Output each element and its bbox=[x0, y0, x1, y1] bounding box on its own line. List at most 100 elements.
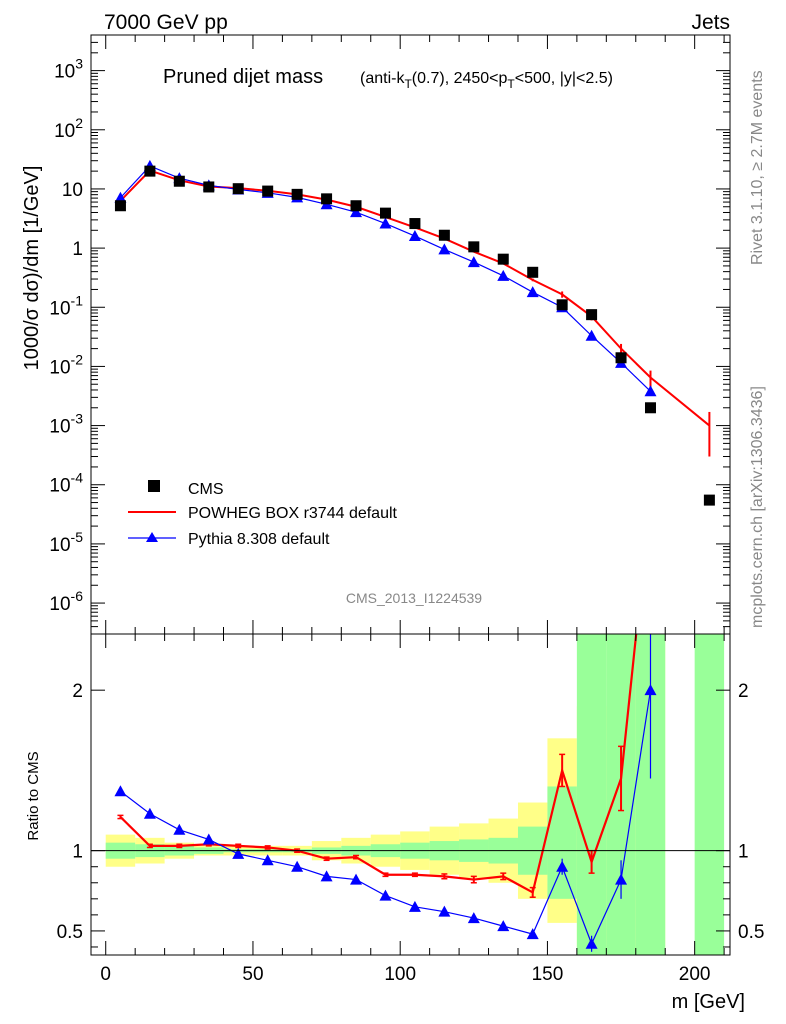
y-tick-label: 10-3 bbox=[49, 411, 83, 438]
pythia-ratio-point bbox=[438, 905, 451, 917]
cms-point bbox=[409, 218, 421, 230]
pythia-point bbox=[585, 329, 598, 341]
pythia-ratio-point bbox=[143, 807, 156, 819]
ratio-y-tick-label: 1 bbox=[72, 842, 83, 863]
ratio-data-layer bbox=[114, 634, 657, 952]
main-frame bbox=[90, 34, 731, 635]
y-tick-label: 10-1 bbox=[49, 292, 83, 319]
mcplots-label: mcplots.cern.ch [arXiv:1306.3436] bbox=[749, 386, 766, 628]
y-tick-label: 103 bbox=[54, 56, 83, 83]
main-axes: 10-6 10-5 10-4 10-3 10-2 10-1 1 10 102 103 bbox=[49, 34, 730, 635]
pythia-point bbox=[526, 286, 539, 298]
pythia-ratio-point bbox=[644, 684, 657, 696]
x-tick-label: 100 bbox=[384, 964, 416, 985]
ratio-clipped-group bbox=[114, 634, 657, 952]
x-tick-label: 50 bbox=[242, 964, 263, 985]
ratio-y-tick-label-right: 1 bbox=[738, 842, 749, 863]
cms-point bbox=[586, 309, 598, 321]
y-tick-label: 10-6 bbox=[49, 588, 83, 615]
pythia-point bbox=[350, 206, 363, 218]
pythia-ratio-point bbox=[202, 833, 215, 845]
x-tick-label: 0 bbox=[100, 964, 111, 985]
chart-title: Pruned dijet mass bbox=[163, 66, 323, 88]
cms-point bbox=[497, 253, 509, 265]
pythia-ratio-point bbox=[615, 873, 628, 885]
pythia-point bbox=[114, 191, 127, 203]
x-tick-label: 200 bbox=[679, 964, 711, 985]
pythia-ratio-point bbox=[585, 937, 598, 949]
main-panel: 10-6 10-5 10-4 10-3 10-2 10-1 1 10 102 103 Pruned… bbox=[21, 34, 731, 635]
y-axis-label: 1000/σ dσ)/dm [1/GeV] bbox=[21, 166, 43, 371]
legend-cms-label: CMS bbox=[188, 481, 224, 498]
rivet-label: Rivet 3.1.10, ≥ 2.7M events bbox=[749, 70, 766, 265]
pythia-ratio-point bbox=[173, 823, 186, 835]
pythia-ratio-point bbox=[556, 860, 569, 872]
green-band-segment bbox=[576, 634, 607, 955]
pythia-point bbox=[644, 385, 657, 397]
y-tick-label: 10-2 bbox=[49, 351, 83, 378]
pythia-point bbox=[467, 256, 480, 268]
cms-point bbox=[114, 200, 126, 212]
cms-point bbox=[321, 193, 333, 205]
cms-point bbox=[144, 165, 156, 177]
legend-pythia-marker bbox=[146, 532, 158, 542]
cms-point bbox=[291, 188, 303, 200]
main-data-layer bbox=[114, 159, 715, 506]
ratio-y-tick-label: 2 bbox=[72, 681, 83, 702]
y-tick-label: 1 bbox=[72, 239, 83, 260]
cms-point bbox=[262, 185, 274, 197]
pythia-ratio-point bbox=[291, 860, 304, 872]
pythia-ratio-point bbox=[261, 854, 274, 866]
pythia-ratio-point bbox=[114, 785, 127, 797]
pythia-ratio-point bbox=[350, 873, 363, 885]
cms-point bbox=[232, 183, 244, 195]
pythia-ratio-point bbox=[379, 889, 392, 901]
cms-point bbox=[556, 299, 568, 311]
pythia-ratio-point bbox=[320, 870, 333, 882]
y-tick-label: 10-4 bbox=[49, 470, 83, 497]
y-tick-label: 10-5 bbox=[49, 529, 83, 556]
x-axis-label: m [GeV] bbox=[672, 991, 745, 1013]
legend-cms-marker bbox=[148, 480, 160, 492]
header-left: 7000 GeV pp bbox=[104, 11, 228, 34]
legend-powheg-label: POWHEG BOX r3744 default bbox=[188, 505, 398, 522]
legend: CMS POWHEG BOX r3744 default Pythia 8.30… bbox=[128, 480, 398, 548]
pythia-ratio-point bbox=[408, 900, 421, 912]
pythia-point bbox=[408, 230, 421, 242]
ratio-axes: 0.5 0.5 1 1 2 2 0 50 100 150 200 bbox=[57, 634, 764, 985]
cms-point bbox=[527, 266, 539, 278]
ratio-y-axis-label: Ratio to CMS bbox=[25, 751, 42, 840]
y-tick-label: 102 bbox=[54, 115, 83, 142]
pythia-ratio-point bbox=[526, 928, 539, 940]
cms-point bbox=[350, 200, 362, 212]
cms-point bbox=[379, 207, 391, 219]
header-right: Jets bbox=[691, 11, 730, 34]
analysis-id: CMS_2013_I1224539 bbox=[346, 590, 482, 606]
cms-point bbox=[468, 241, 480, 253]
pythia-point bbox=[438, 243, 451, 255]
pythia-point bbox=[379, 217, 392, 229]
pythia-ratio-point bbox=[467, 912, 480, 924]
pythia-ratio-point bbox=[497, 920, 510, 932]
cms-point bbox=[438, 229, 450, 241]
x-tick-label: 150 bbox=[532, 964, 564, 985]
pythia-ratio-point bbox=[232, 847, 245, 859]
cms-point bbox=[703, 494, 715, 506]
ratio-panel: 0.5 0.5 1 1 2 2 0 50 100 150 200 Ratio to CMS m [G… bbox=[25, 633, 764, 1013]
green-band-segment bbox=[694, 634, 725, 955]
chart-title-suffix: (anti-kT(0.7), 2450<pT<500, |y|<2.5) bbox=[360, 70, 613, 91]
pythia-point bbox=[497, 269, 510, 281]
green-band-segment bbox=[547, 786, 577, 899]
ratio-y-tick-label: 0.5 bbox=[57, 922, 83, 943]
cms-point bbox=[615, 352, 627, 364]
cms-point bbox=[173, 175, 185, 187]
cms-point bbox=[644, 402, 656, 414]
cms-point bbox=[203, 181, 215, 193]
ratio-y-tick-label-right: 2 bbox=[738, 681, 749, 702]
legend-pythia-label: Pythia 8.308 default bbox=[188, 531, 330, 548]
pythia-line bbox=[120, 165, 651, 392]
ratio-y-tick-label-right: 0.5 bbox=[738, 922, 764, 943]
powheg-line bbox=[119, 169, 711, 427]
ratio-frame bbox=[90, 633, 731, 956]
